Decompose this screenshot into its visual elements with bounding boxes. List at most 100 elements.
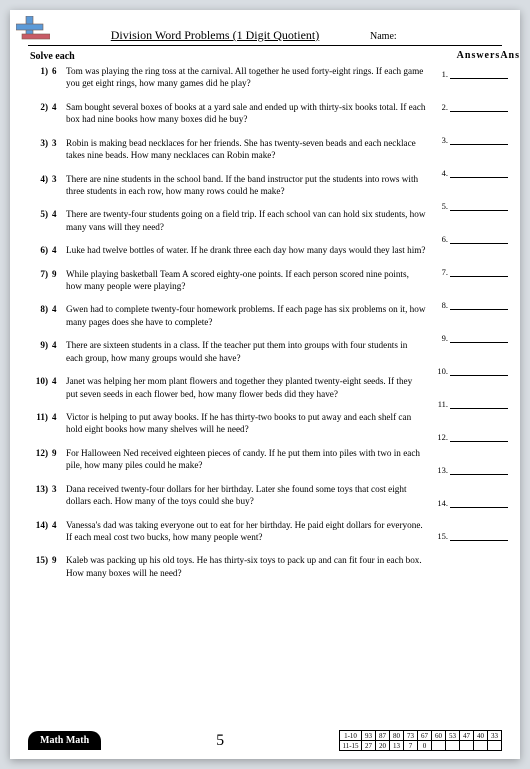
answer-blank[interactable] (450, 399, 508, 409)
answer-blank[interactable] (450, 69, 508, 79)
answer-blank[interactable] (450, 234, 508, 244)
score-cell: 40 (474, 731, 488, 741)
answer-line: 13. (436, 465, 508, 475)
problem-number: 10) (30, 375, 52, 400)
score-cell: 80 (390, 731, 404, 741)
answer-line-number: 15. (436, 531, 450, 541)
answer-line: 10. (436, 366, 508, 376)
problem-answer-key: 4 (52, 244, 66, 256)
problem-answer-key: 9 (52, 554, 66, 579)
problem-text: Sam bought several boxes of books at a y… (66, 101, 426, 126)
score-cell: 0 (418, 741, 432, 751)
problem-number: 8) (30, 303, 52, 328)
problem-number: 13) (30, 483, 52, 508)
answer-line-number: 14. (436, 498, 450, 508)
score-cell: 20 (376, 741, 390, 751)
problem-answer-key: 4 (52, 411, 66, 436)
problem-item: 10)4Janet was helping her mom plant flow… (30, 375, 426, 400)
answer-line: 11. (436, 399, 508, 409)
answer-blank[interactable] (450, 333, 508, 343)
problem-answer-key: 3 (52, 173, 66, 198)
problem-number: 2) (30, 101, 52, 126)
worksheet-title: Division Word Problems (1 Digit Quotient… (60, 28, 370, 43)
answer-line-number: 8. (436, 300, 450, 310)
problem-item: 1)6Tom was playing the ring toss at the … (30, 65, 426, 90)
content-area: 1)6Tom was playing the ring toss at the … (10, 65, 520, 590)
problem-number: 3) (30, 137, 52, 162)
problem-text: Gwen had to complete twenty-four homewor… (66, 303, 426, 328)
score-cell: 73 (404, 731, 418, 741)
answers-heading: AnswersAns (457, 50, 520, 61)
answer-blank[interactable] (450, 300, 508, 310)
problem-number: 15) (30, 554, 52, 579)
problem-number: 4) (30, 173, 52, 198)
problem-text: There are twenty-four students going on … (66, 208, 426, 233)
problem-number: 6) (30, 244, 52, 256)
problem-text: Robin is making bead necklaces for her f… (66, 137, 426, 162)
answer-blank[interactable] (450, 135, 508, 145)
problem-item: 5)4There are twenty-four students going … (30, 208, 426, 233)
problem-item: 12)9For Halloween Ned received eighteen … (30, 447, 426, 472)
math-badge: Math Math (28, 731, 101, 750)
answer-line: 15. (436, 531, 508, 541)
score-cell: 7 (404, 741, 418, 751)
problem-text: Tom was playing the ring toss at the car… (66, 65, 426, 90)
answer-line: 6. (436, 234, 508, 244)
page-number: 5 (101, 732, 339, 750)
answer-blank[interactable] (450, 102, 508, 112)
answer-blank[interactable] (450, 267, 508, 277)
answer-blank[interactable] (450, 432, 508, 442)
worksheet-page: Division Word Problems (1 Digit Quotient… (10, 10, 520, 759)
problem-item: 7)9While playing basketball Team A score… (30, 268, 426, 293)
score-cell: 67 (418, 731, 432, 741)
plus-logo-icon (16, 16, 50, 42)
score-grid: 1-1093878073676053474033 11-1527201370 (339, 730, 502, 751)
answer-blank[interactable] (450, 366, 508, 376)
problem-answer-key: 4 (52, 519, 66, 544)
score-cell: 60 (432, 731, 446, 741)
problem-item: 3)3Robin is making bead necklaces for he… (30, 137, 426, 162)
score-cell: 47 (460, 731, 474, 741)
problem-item: 13)3Dana received twenty-four dollars fo… (30, 483, 426, 508)
answer-line: 12. (436, 432, 508, 442)
answer-line: 14. (436, 498, 508, 508)
answer-line-number: 4. (436, 168, 450, 178)
answer-line-number: 1. (436, 69, 450, 79)
problem-text: Kaleb was packing up his old toys. He ha… (66, 554, 426, 579)
problem-answer-key: 9 (52, 268, 66, 293)
problem-text: Dana received twenty-four dollars for he… (66, 483, 426, 508)
answer-line: 7. (436, 267, 508, 277)
answer-blank[interactable] (450, 465, 508, 475)
problem-item: 6)4Luke had twelve bottles of water. If … (30, 244, 426, 256)
answer-line-number: 2. (436, 102, 450, 112)
footer: Math Math 5 1-1093878073676053474033 11-… (10, 730, 520, 751)
problem-number: 5) (30, 208, 52, 233)
problem-number: 9) (30, 339, 52, 364)
problem-text: There are sixteen students in a class. I… (66, 339, 426, 364)
problem-answer-key: 4 (52, 303, 66, 328)
answer-blank[interactable] (450, 498, 508, 508)
answer-blank[interactable] (450, 531, 508, 541)
answer-blank[interactable] (450, 168, 508, 178)
answer-line-number: 11. (436, 399, 450, 409)
solve-label: Solve each (10, 48, 75, 65)
problem-number: 1) (30, 65, 52, 90)
answer-line: 8. (436, 300, 508, 310)
problem-text: While playing basketball Team A scored e… (66, 268, 426, 293)
problem-item: 14)4Vanessa's dad was taking everyone ou… (30, 519, 426, 544)
answer-line: 1. (436, 69, 508, 79)
problem-answer-key: 4 (52, 208, 66, 233)
answer-line: 9. (436, 333, 508, 343)
answer-blank[interactable] (450, 201, 508, 211)
answer-line-number: 7. (436, 267, 450, 277)
answer-line: 2. (436, 102, 508, 112)
score-cell: 13 (390, 741, 404, 751)
answer-line-number: 13. (436, 465, 450, 475)
answer-line-number: 10. (436, 366, 450, 376)
answer-line-number: 6. (436, 234, 450, 244)
header: Division Word Problems (1 Digit Quotient… (10, 10, 520, 45)
answer-line: 4. (436, 168, 508, 178)
problem-number: 7) (30, 268, 52, 293)
score-cell: 93 (362, 731, 376, 741)
name-label: Name: (370, 31, 500, 42)
